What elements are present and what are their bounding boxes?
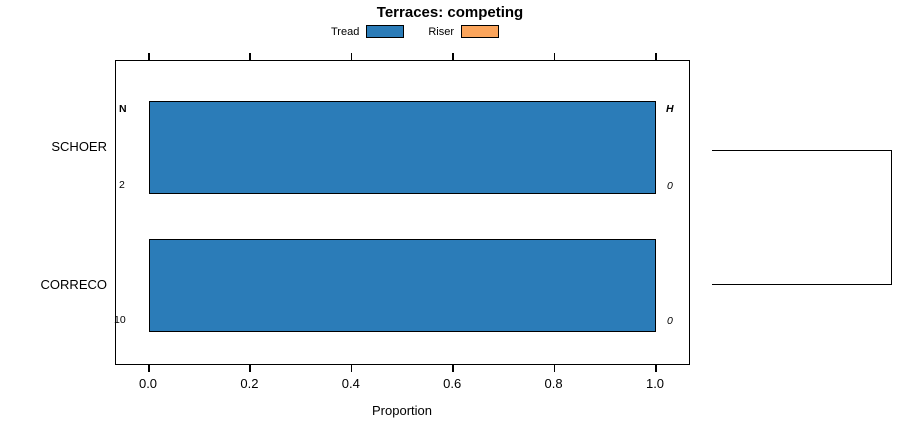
x-axis-tick-label: 0.0 bbox=[138, 376, 158, 391]
y-category-label-schoer: SCHOER bbox=[51, 139, 107, 154]
legend: Tread Riser bbox=[0, 25, 830, 38]
annotation-h-header: H bbox=[666, 103, 674, 115]
x-axis-label: Proportion bbox=[372, 403, 432, 418]
bar-tread-schoer bbox=[149, 101, 656, 194]
x-axis-bottom-tick bbox=[148, 365, 150, 372]
x-axis-bottom-tick bbox=[350, 365, 353, 372]
x-axis-tick-label: 1.0 bbox=[645, 376, 665, 391]
x-axis-top-tick bbox=[553, 53, 556, 60]
legend-item-tread: Tread bbox=[331, 25, 405, 38]
x-axis-bottom-tick bbox=[655, 365, 657, 372]
x-axis-bottom-tick bbox=[452, 365, 454, 372]
chart-title: Terraces: competing bbox=[376, 4, 524, 21]
x-axis-tick-label: 0.4 bbox=[341, 376, 360, 391]
legend-label-riser: Riser bbox=[428, 25, 454, 38]
legend-label-tread: Tread bbox=[331, 25, 360, 38]
legend-item-riser: Riser bbox=[428, 25, 499, 38]
x-axis-tick-label: 0.8 bbox=[544, 376, 563, 391]
annotation-n-correco: 10 bbox=[114, 314, 126, 326]
x-axis-top-tick bbox=[655, 53, 657, 60]
x-axis-tick-label: 0.2 bbox=[240, 376, 259, 391]
x-axis-tick-label: 0.6 bbox=[443, 376, 462, 391]
annotation-h-schoer: 0 bbox=[667, 180, 673, 192]
x-axis-top-tick bbox=[350, 53, 353, 60]
x-axis-bottom-tick bbox=[249, 365, 251, 372]
legend-swatch-tread bbox=[366, 25, 405, 38]
annotation-h-correco: 0 bbox=[667, 315, 673, 327]
annotation-n-header: N bbox=[119, 103, 127, 115]
cluster-bracket bbox=[712, 150, 892, 285]
x-axis-bottom-tick bbox=[553, 365, 556, 372]
annotation-n-schoer: 2 bbox=[119, 179, 125, 191]
bar-tread-correco bbox=[149, 239, 656, 332]
x-axis-top-tick bbox=[452, 53, 454, 60]
y-category-label-correco: CORRECO bbox=[40, 277, 107, 292]
x-axis-top-tick bbox=[148, 53, 150, 60]
x-axis-top-tick bbox=[249, 53, 251, 60]
legend-swatch-riser bbox=[461, 25, 499, 38]
plot-area bbox=[115, 60, 690, 365]
